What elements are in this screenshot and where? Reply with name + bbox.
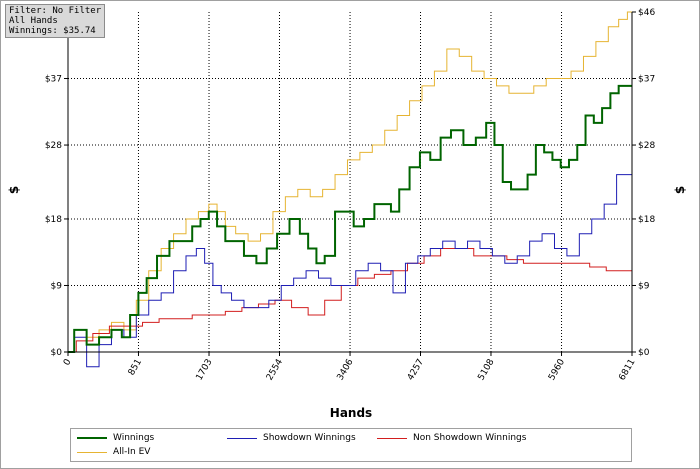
- x-tick-label: 3406: [336, 357, 356, 382]
- y-axis-title-right: $: [673, 186, 687, 194]
- y-tick-label-right: $37: [638, 75, 655, 85]
- series-line-non-showdown-winnings: [68, 248, 632, 353]
- x-axis-title: Hands: [330, 406, 372, 420]
- series-line-all-in-ev: [68, 11, 632, 353]
- hands-label: All Hands: [9, 16, 58, 26]
- legend-label-showdown: Showdown Winnings: [263, 433, 356, 443]
- y-tick-label-left: $0: [51, 348, 63, 358]
- x-tick-label: 5108: [476, 357, 496, 382]
- series-line-showdown-winnings: [68, 174, 632, 368]
- axes: [64, 11, 636, 356]
- legend-item-showdown: Showdown Winnings: [227, 432, 356, 444]
- y-tick-label-right: $18: [638, 215, 655, 225]
- grid: [68, 12, 632, 352]
- x-tick-label: 2554: [265, 357, 285, 382]
- y-tick-label-right: $46: [638, 8, 655, 18]
- legend: Winnings Showdown Winnings Non Showdown …: [70, 428, 632, 462]
- legend-swatch-non-showdown: [377, 437, 407, 439]
- y-tick-label-left: $28: [45, 141, 62, 151]
- x-tick-label: 851: [127, 358, 144, 378]
- x-tick-label: 6811: [617, 358, 637, 383]
- series-line-winnings: [68, 84, 632, 353]
- y-tick-label-right: $28: [638, 141, 655, 151]
- legend-label-winnings: Winnings: [113, 433, 155, 443]
- legend-swatch-allin-ev: [77, 451, 107, 453]
- x-tick-label: 4257: [406, 358, 426, 383]
- winnings-label: Winnings: $35.74: [9, 26, 96, 36]
- y-tick-label-right: $0: [638, 348, 650, 358]
- legend-item-allin-ev: All-In EV: [77, 446, 150, 458]
- legend-label-allin-ev: All-In EV: [113, 447, 151, 457]
- legend-label-non-showdown: Non Showdown Winnings: [413, 433, 527, 443]
- filter-label: Filter: No Filter: [9, 6, 102, 16]
- legend-swatch-winnings: [77, 437, 107, 439]
- y-axis-title-left: $: [7, 186, 21, 194]
- y-tick-label-left: $9: [51, 281, 63, 291]
- x-tick-label: 0: [62, 357, 74, 367]
- x-tick-label: 1703: [195, 358, 215, 383]
- y-tick-label-right: $9: [638, 281, 650, 291]
- x-tick-label: 5960: [547, 357, 567, 382]
- legend-item-winnings: Winnings: [77, 432, 154, 444]
- y-tick-label-left: $18: [45, 215, 62, 225]
- legend-swatch-showdown: [227, 437, 257, 439]
- series-layer: [68, 11, 632, 368]
- filter-info-box: Filter: No Filter All Hands Winnings: $3…: [5, 4, 106, 38]
- y-tick-label-left: $37: [45, 75, 62, 85]
- legend-item-non-showdown: Non Showdown Winnings: [377, 432, 526, 444]
